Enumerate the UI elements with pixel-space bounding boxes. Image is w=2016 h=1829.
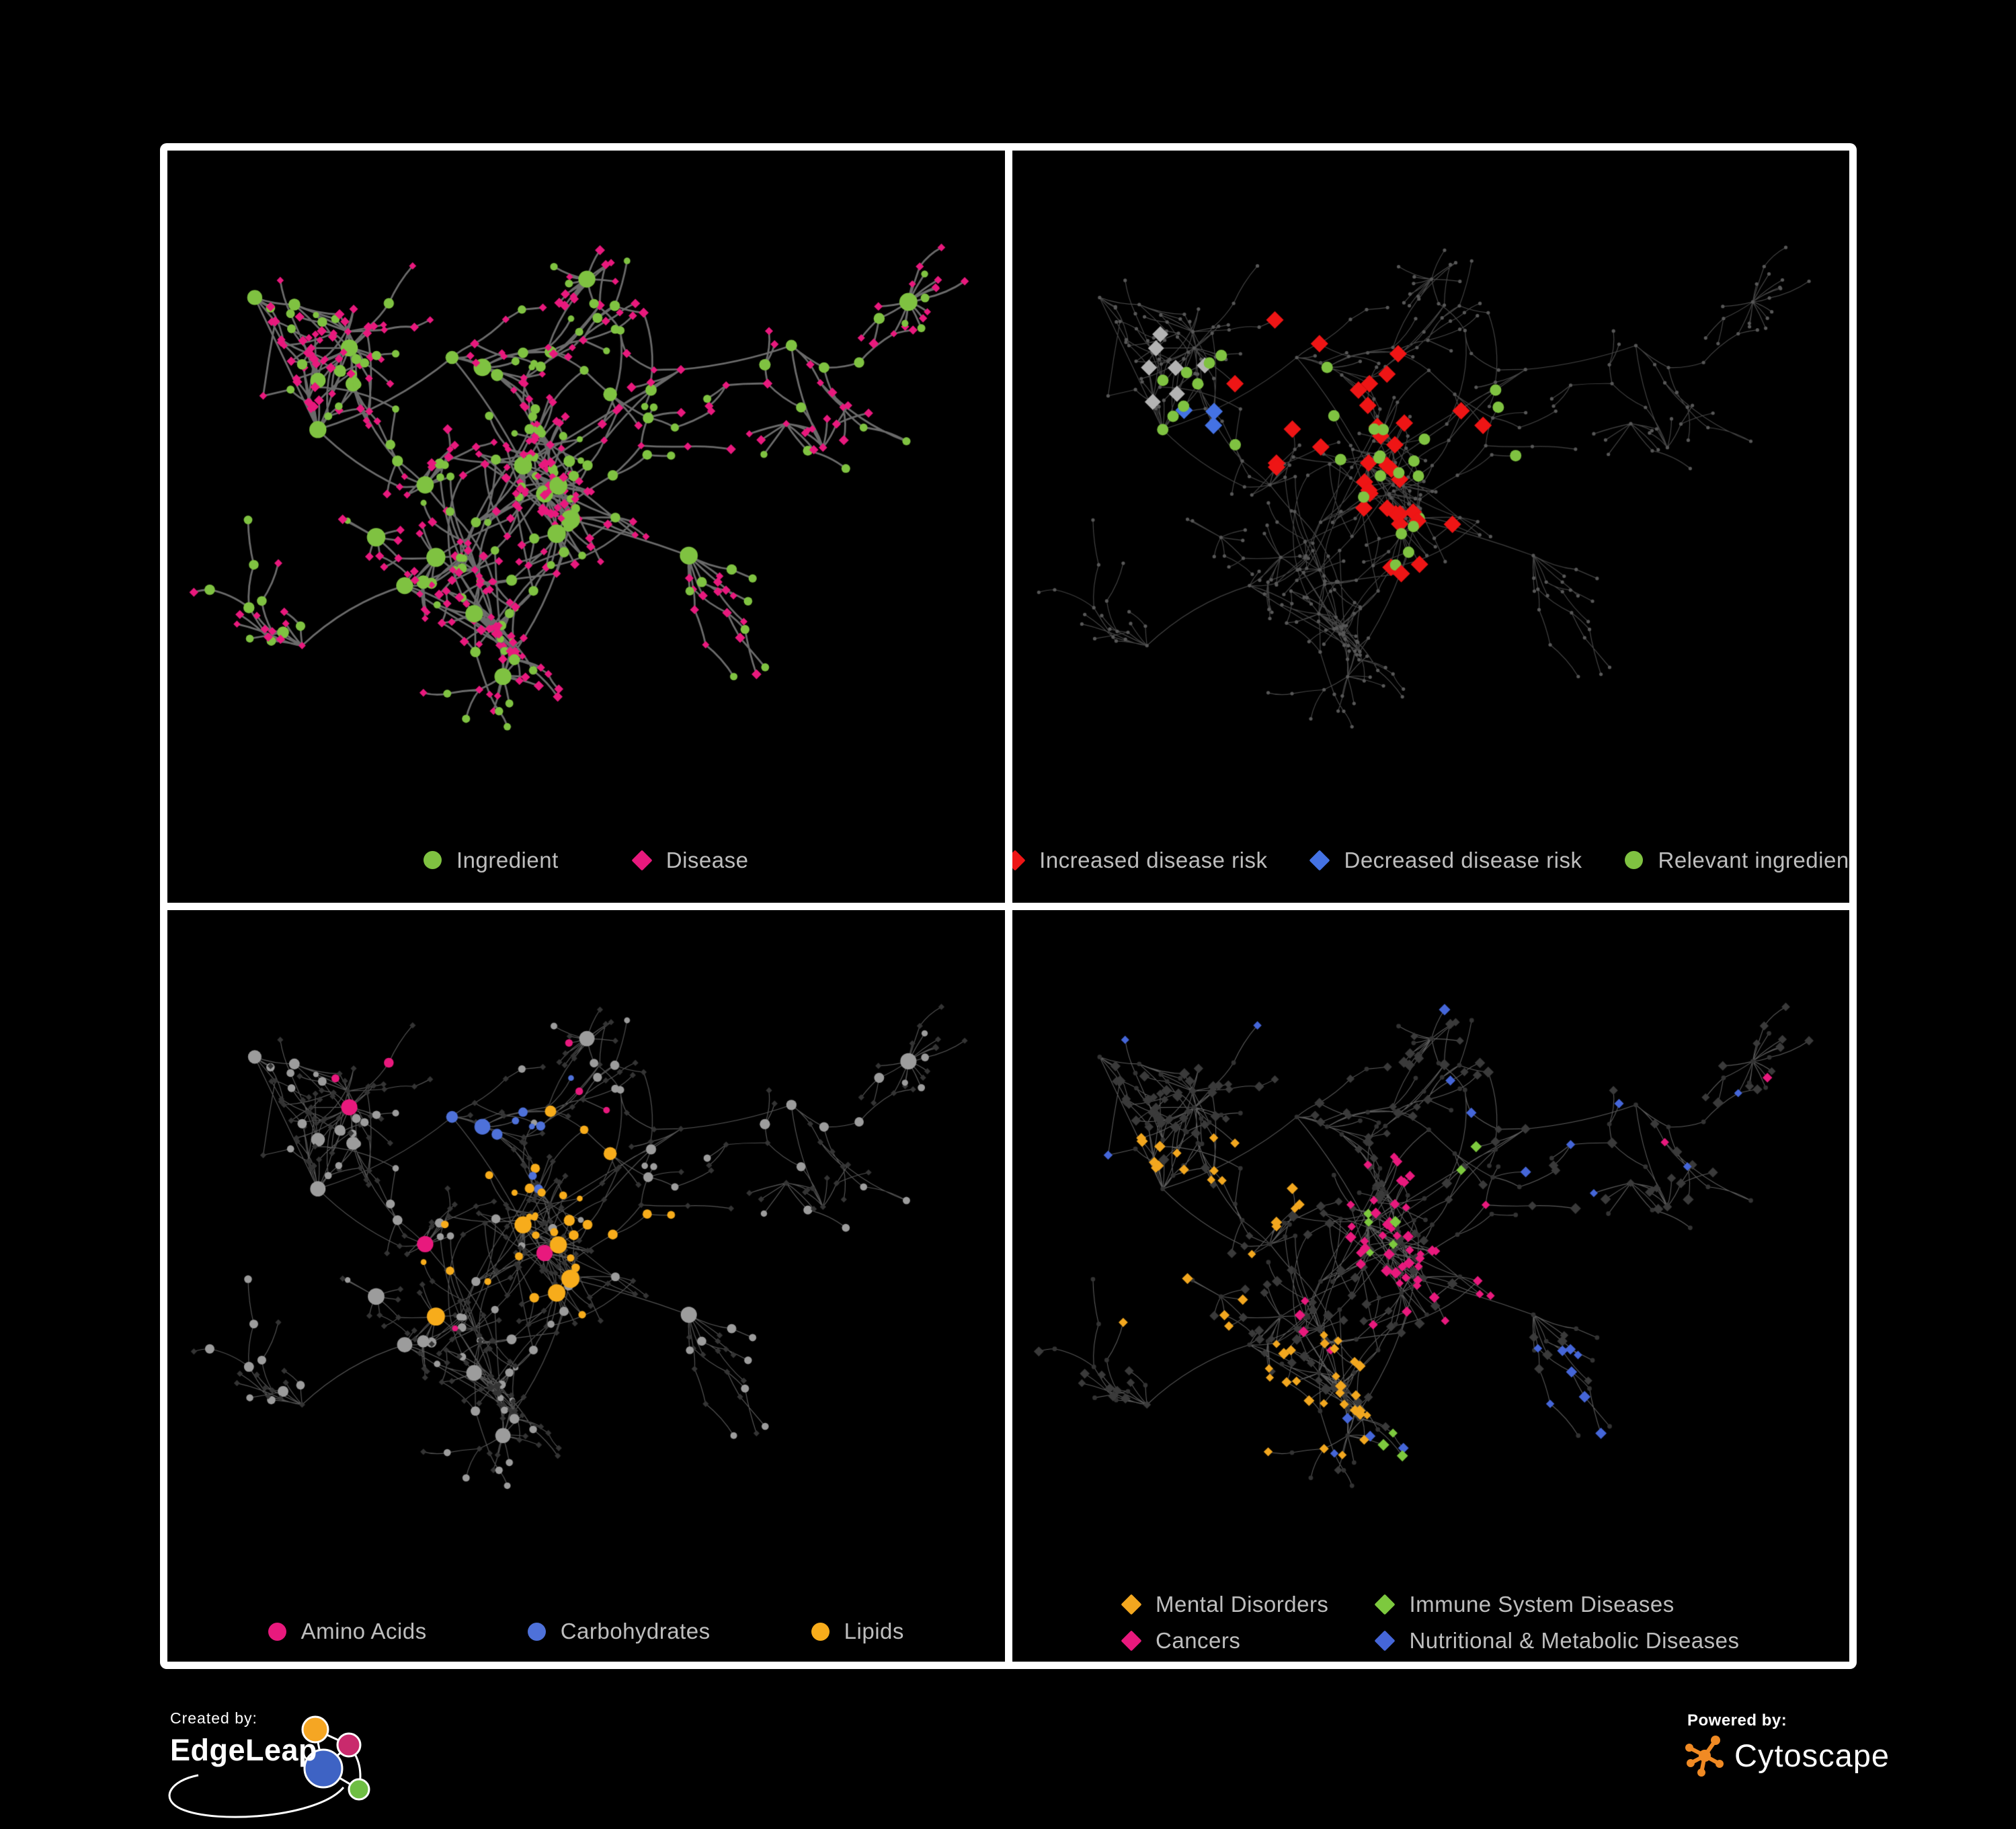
legend-diamond-swatch <box>1121 1630 1142 1652</box>
network-canvas-overview <box>167 151 1005 903</box>
legend-label: Disease <box>666 847 749 872</box>
legend-disease-categories: Mental Disorders Immune System Diseases Ca… <box>1012 1592 1850 1654</box>
legend-item: Decreased disease risk <box>1309 847 1582 873</box>
legend-diamond-swatch <box>1309 849 1331 871</box>
legend-item: Immune System Diseases <box>1374 1592 1739 1617</box>
legend-diamond-swatch <box>1012 849 1026 871</box>
legend-ingredient-categories: Amino Acids Carbohydrates Lipids <box>167 1619 1005 1644</box>
legend-label: Cancers <box>1156 1628 1241 1653</box>
panel-ingredient-categories: Amino Acids Carbohydrates Lipids <box>167 909 1005 1662</box>
panel-disease-risk: Increased disease risk Decreased disease … <box>1012 151 1849 903</box>
legend-item: Carbohydrates <box>527 1619 711 1644</box>
network-canvas-disease-risk <box>1012 151 1849 903</box>
powered-by-label: Powered by: <box>1687 1711 1787 1730</box>
legend-label: Nutritional & Metabolic Diseases <box>1409 1628 1740 1653</box>
legend-circle-swatch <box>527 1622 546 1641</box>
legend-overview: Ingredient Disease <box>167 848 1005 873</box>
legend-item: Increased disease risk <box>1012 848 1268 873</box>
legend-diamond-swatch <box>1121 1594 1142 1615</box>
created-by-label: Created by: <box>170 1709 257 1727</box>
edgeleap-name: EdgeLeap <box>170 1733 318 1767</box>
legend-item: Cancers <box>1121 1628 1328 1654</box>
legend-item: Nutritional & Metabolic Diseases <box>1374 1628 1740 1654</box>
panel-disease-categories: Mental Disorders Immune System Diseases Ca… <box>1012 909 1850 1662</box>
cytoscape-logo-icon <box>1685 1736 1724 1777</box>
legend-label: Amino Acids <box>300 1619 427 1643</box>
legend-circle-swatch <box>811 1622 830 1641</box>
legend-diamond-swatch <box>631 849 653 871</box>
legend-item: Mental Disorders <box>1121 1592 1329 1617</box>
legend-label: Relevant ingredient <box>1658 847 1849 872</box>
legend-label: Mental Disorders <box>1156 1592 1329 1617</box>
legend-label: Lipids <box>844 1619 904 1643</box>
legend-diamond-swatch <box>1374 1594 1396 1615</box>
legend-label: Immune System Diseases <box>1409 1592 1675 1617</box>
legend-item: Relevant ingredient <box>1625 848 1849 873</box>
legend-label: Decreased disease risk <box>1344 847 1582 872</box>
cytoscape-name: Cytoscape <box>1734 1737 1890 1773</box>
legend-disease-risk: Increased disease risk Decreased disease … <box>1012 847 1849 873</box>
legend-diamond-swatch <box>1374 1630 1396 1652</box>
edgeleap-brand: Created by: EdgeLeap <box>168 1709 392 1824</box>
cytoscape-brand: Powered by: Cytoscape <box>1683 1711 1890 1779</box>
panel-overview: Ingredient Disease <box>167 151 1005 903</box>
legend-label: Increased disease risk <box>1039 847 1268 872</box>
legend-circle-swatch <box>268 1622 286 1641</box>
legend-item: Ingredient <box>423 847 559 873</box>
legend-label: Ingredient <box>456 847 559 872</box>
legend-item: Disease <box>631 847 749 873</box>
legend-item: Lipids <box>811 1619 904 1644</box>
edgeleap-logo-icon <box>168 1715 370 1818</box>
legend-item: Amino Acids <box>268 1619 427 1644</box>
figure-grid: Ingredient Disease Increased disease risk… <box>160 143 1857 1669</box>
legend-circle-swatch <box>423 851 442 869</box>
legend-circle-swatch <box>1625 851 1644 869</box>
network-canvas-disease-categories <box>1012 909 1849 1662</box>
legend-label: Carbohydrates <box>560 1619 711 1643</box>
network-canvas-ingredient-categories <box>167 909 1005 1662</box>
